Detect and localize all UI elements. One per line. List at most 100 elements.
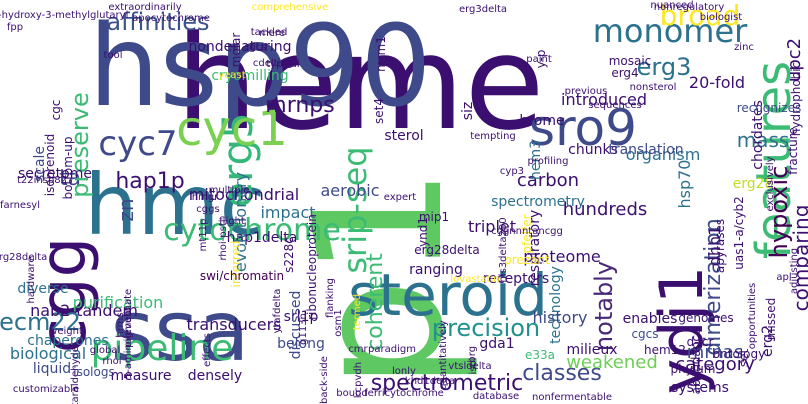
word-ta: ta <box>59 166 81 191</box>
word-isoprenoid: isoprenoid <box>43 134 57 197</box>
word-ydj1: ydj1 <box>647 266 717 394</box>
word-exclusively: exclusively <box>765 156 776 211</box>
word-preserve: preserve <box>66 92 94 197</box>
word-lovastatin: lovastatin <box>450 274 499 285</box>
word-termed: termed <box>352 294 363 330</box>
word-mt11p: mt11p <box>198 219 209 252</box>
word-erg5: erg5 <box>213 112 262 208</box>
word-cyp3: cyp3 <box>500 166 524 177</box>
word-nonregulatory: nonregulatory <box>654 2 725 13</box>
word-organism: organism <box>626 145 701 164</box>
word-set: set <box>737 349 751 368</box>
word-hrms: hrms <box>115 312 126 337</box>
word-20-fold: 20-fold <box>689 73 745 92</box>
word-broad: broad <box>660 0 741 32</box>
word-cyc7: cyc7 <box>98 124 177 164</box>
word-milieux: milieux <box>566 342 617 358</box>
word-hardware: hardware <box>26 256 37 303</box>
word-cggnnntancgg: cggnnntancgg <box>491 226 563 237</box>
word-tempting: tempting <box>470 131 516 142</box>
word-scale: scale <box>32 146 48 182</box>
word-coherent: coherent <box>363 253 388 351</box>
word-sequences: sequences <box>588 100 641 111</box>
word-monomer: monomer <box>593 12 748 50</box>
word-mosaic: mosaic <box>609 54 652 68</box>
word-biologist: biologist <box>700 12 742 23</box>
word-cgcs: cgcs <box>244 42 267 53</box>
word-erg2: erg2 <box>760 325 776 357</box>
word-purification: purification <box>73 293 164 312</box>
word-d-lcr: d-lcr <box>687 335 714 349</box>
word-ribonucleoprotein: ribonucleoprotein <box>305 214 319 320</box>
word-cyc1: cyc1 <box>176 101 288 157</box>
word-ynd1: ynd1 <box>416 217 430 247</box>
word-precision: precision <box>432 314 540 342</box>
word-nab2-tandem: nab2-tandem <box>30 301 138 320</box>
word-hap1p: hap1p <box>115 169 184 194</box>
word-nonsterol: nonsterol <box>630 82 677 93</box>
word-expert: expert <box>384 192 417 203</box>
word-glutaraldehyde: glutaraldehyde <box>70 346 81 404</box>
word-mip1: mip1 <box>419 210 449 224</box>
word-flight: flight <box>219 216 245 227</box>
word-paradigm: paradigm <box>368 344 416 355</box>
word-pipeline: pipeline <box>91 328 234 369</box>
word-molar: molar <box>229 33 243 68</box>
word-hmgr: hmgr <box>192 192 219 203</box>
word-zinc: zinc <box>734 42 754 53</box>
word-nuanced: nuanced <box>650 0 693 11</box>
word-yeast: yeast <box>218 70 245 81</box>
word-transducers: transducers <box>187 315 282 334</box>
word-erg28delta: erg28delta <box>0 252 47 263</box>
word-nonfermentable: nonfermentable <box>532 392 612 403</box>
word-hmc: hmc <box>84 156 265 254</box>
word-hap1: hap1 <box>277 166 482 404</box>
word-5-aminolevulinate: 5-aminolevulinate <box>123 289 134 379</box>
word-receptors: receptors <box>483 271 549 287</box>
word-recognizes: recognizes <box>737 101 801 115</box>
word-tool: tool <box>104 50 123 61</box>
word-introduced: introduced <box>561 90 647 109</box>
word-typical: typical <box>266 59 299 70</box>
word-systems: systems <box>671 380 729 396</box>
word-hap1delta: hap1delta <box>227 230 298 246</box>
word-prezant: prezant <box>504 253 550 267</box>
word-hydrophobic: hydrophobic <box>789 62 803 136</box>
word-extraordinarily: extraordinarily <box>108 2 181 13</box>
word-fpp: fpp <box>7 22 23 33</box>
word-evolutionary: evolutionary <box>231 172 250 272</box>
word-abundance: abundance <box>689 328 703 395</box>
word-erg4: erg4 <box>611 66 638 80</box>
word-paint: paint <box>526 54 552 65</box>
word-ecm22: ecm22 <box>0 308 81 336</box>
word-ranging: ranging <box>409 262 463 278</box>
word-weight: weight <box>49 326 83 337</box>
word-chordates: chordates <box>750 100 766 170</box>
word-mere: mere <box>259 28 285 39</box>
word-cytochrome: cytochrome <box>163 213 341 248</box>
word-spectrometric: spectrometric <box>371 371 524 396</box>
word-cbrg: cbrg <box>467 346 478 368</box>
word-database: database <box>473 391 519 402</box>
word-cgg: cgg <box>27 237 101 353</box>
word-erg3delta: erg3delta <box>459 4 507 15</box>
word-ytafdelta: ytafdelta <box>272 289 283 334</box>
word-carbon: carbon <box>517 170 579 191</box>
word-back-side: back-side <box>319 356 330 404</box>
word-erg3: erg3 <box>637 53 692 81</box>
word-densely: densely <box>188 368 242 384</box>
word-dimerization: dimerization <box>701 218 726 355</box>
word-fracture: fracture <box>786 127 800 174</box>
word-tackled: tackled <box>251 27 288 38</box>
word-cdelting: cdelting <box>253 58 293 69</box>
word-global: global <box>90 345 121 356</box>
word-t22ihsp82: t22ihsp82 <box>17 175 67 186</box>
word-weakened: weakened <box>566 352 658 373</box>
word-hypoxic: hypoxic <box>765 166 793 259</box>
word-category: category <box>675 354 755 375</box>
word-hundreds: hundreds <box>563 199 648 220</box>
word-notably: notably <box>590 261 618 351</box>
word-customizable: customizable <box>13 384 79 395</box>
word-cryomilling: cryomilling <box>211 68 288 84</box>
